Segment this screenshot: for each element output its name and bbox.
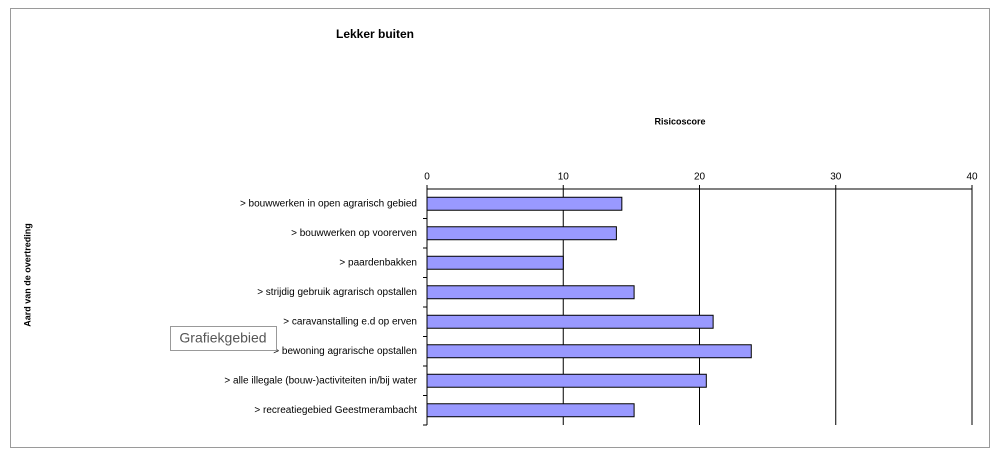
y-tick-label: > caravanstalling e.d op erven xyxy=(283,316,417,327)
y-tick-label: > alle illegale (bouw-)activiteiten in/b… xyxy=(224,375,417,386)
bar xyxy=(426,373,707,388)
x-tick-label: 10 xyxy=(558,172,570,183)
bar xyxy=(426,314,714,329)
bar xyxy=(426,196,623,211)
x-tick-label: 40 xyxy=(966,172,978,183)
bar xyxy=(426,255,564,270)
x-axis-title: Risicoscore xyxy=(654,116,705,126)
y-tick-label: > bouwwerken op voorerven xyxy=(291,228,417,239)
x-tick-label: 0 xyxy=(424,172,430,183)
tooltip-text: Grafiekgebied xyxy=(179,330,266,346)
y-tick-label: > bewoning agrarische opstallen xyxy=(273,346,417,357)
tooltip-box xyxy=(170,326,277,351)
bar xyxy=(426,285,635,300)
bar xyxy=(426,226,617,241)
chart-frame xyxy=(10,8,990,448)
x-tick-label: 30 xyxy=(830,172,842,183)
y-tick-label: > bouwwerken in open agrarisch gebied xyxy=(240,198,417,209)
y-axis-title: Aard van de overtreding xyxy=(22,223,32,327)
bar xyxy=(426,344,752,359)
chart-title: Lekker buiten xyxy=(336,27,414,41)
x-tick-label: 20 xyxy=(694,172,706,183)
y-tick-label: > paardenbakken xyxy=(339,257,417,268)
y-tick-label: > recreatiegebied Geestmerambacht xyxy=(254,405,417,416)
plot-area: 0 10 20 30 40 > bouwwerken in open agrarisch … xyxy=(224,172,978,426)
tooltip: Grafiekgebied xyxy=(170,326,277,351)
y-tick-label: > strijdig gebruik agrarisch opstallen xyxy=(257,287,417,298)
bar xyxy=(426,403,635,418)
